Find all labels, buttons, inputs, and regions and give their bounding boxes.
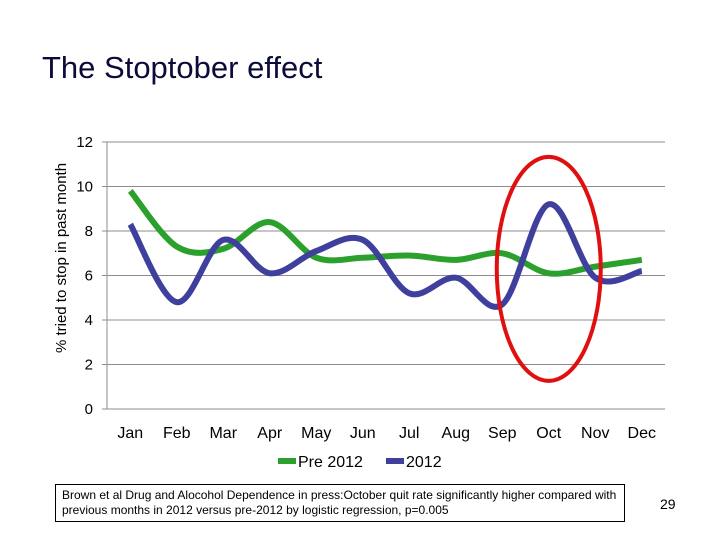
y-tick-labels: 0 2 4 6 8 10 12	[76, 134, 93, 418]
y-tick-label: 0	[85, 401, 93, 418]
citation-box: Brown et al Drug and Alocohol Dependence…	[55, 484, 625, 522]
x-tick-label: Sep	[488, 425, 517, 442]
y-tick-label: 10	[76, 179, 93, 196]
slide-title: The Stoptober effect	[42, 50, 323, 85]
x-tick-label: Feb	[163, 425, 191, 442]
x-tick-label: Mar	[209, 425, 237, 442]
x-tick-label: Jan	[117, 425, 143, 442]
series-line-2012	[127, 201, 643, 310]
x-tick-label: Nov	[581, 425, 609, 442]
line-chart: 0 2 4 6 8 10 12 Jan Feb Mar Apr May Jun Jul Aug Sep Oct…	[53, 134, 665, 471]
legend: Pre 2012 2012	[278, 454, 442, 471]
y-axis-label: % tried to stop in past month	[53, 163, 70, 353]
axes	[106, 142, 665, 410]
y-tick-label: 4	[85, 312, 93, 329]
x-tick-label: May	[301, 425, 331, 442]
series-lines	[127, 188, 643, 310]
x-tick-label: Jun	[350, 425, 376, 442]
highlight-ellipse	[494, 154, 603, 383]
page-number: 29	[660, 496, 676, 512]
x-tick-label: Oct	[536, 425, 561, 442]
x-tick-label: Aug	[442, 425, 470, 442]
y-tick-label: 8	[85, 223, 93, 240]
legend-label: 2012	[406, 454, 442, 471]
highlight-group	[494, 154, 603, 383]
x-tick-label: Jul	[399, 425, 419, 442]
y-tick-label: 6	[85, 268, 93, 285]
gridlines	[102, 141, 665, 410]
x-tick-label: Dec	[628, 425, 656, 442]
y-tick-label: 12	[76, 134, 93, 151]
x-tick-labels: Jan Feb Mar Apr May Jun Jul Aug Sep Oct Nov Dec	[117, 425, 656, 442]
y-tick-label: 2	[85, 357, 93, 374]
legend-label: Pre 2012	[298, 454, 363, 471]
x-tick-label: Apr	[257, 425, 283, 442]
